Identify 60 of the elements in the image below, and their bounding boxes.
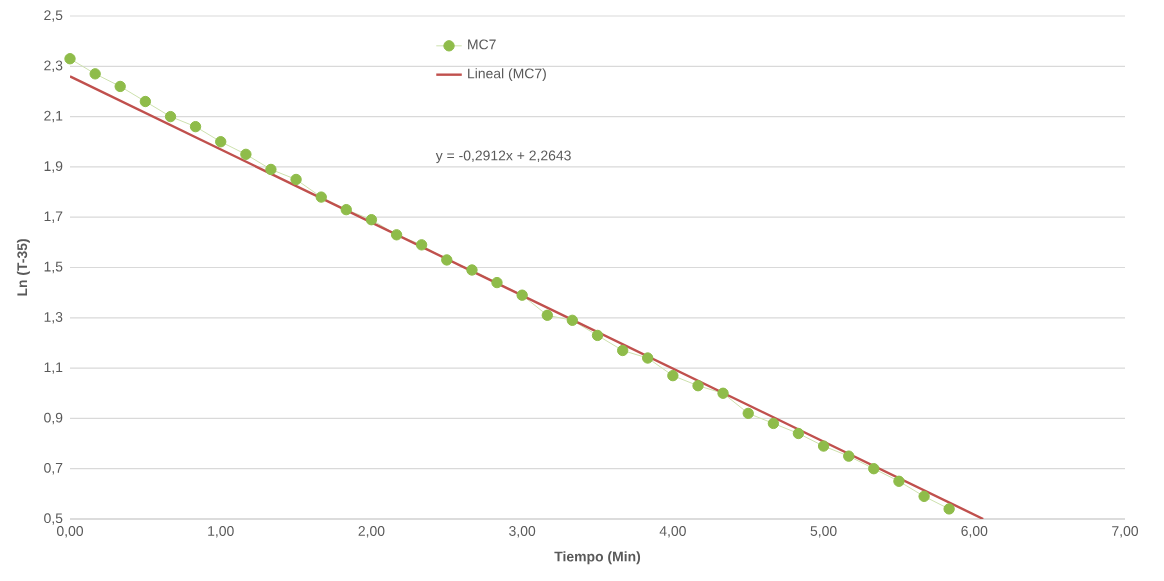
y-tick-label: 2,3 — [44, 60, 63, 73]
x-tick-label: 6,00 — [961, 526, 988, 538]
y-tick-label: 1,7 — [44, 211, 63, 223]
point — [541, 309, 553, 321]
point — [918, 490, 930, 503]
point — [566, 314, 579, 326]
point — [114, 80, 126, 93]
legend-label: MC7 — [468, 39, 496, 50]
point — [692, 380, 704, 392]
point — [240, 148, 252, 160]
y-tick-label: 1,5 — [44, 261, 63, 274]
x-axis-title: Tiempo (Min) — [554, 551, 641, 565]
point — [742, 407, 754, 420]
y-tick-label: 0,9 — [44, 412, 63, 425]
x-tick-label: 3,00 — [509, 526, 536, 538]
point — [441, 254, 453, 266]
point — [89, 68, 101, 80]
y-tick-label: 1,3 — [44, 312, 63, 324]
point — [667, 369, 679, 382]
point — [591, 329, 604, 342]
point — [164, 110, 177, 123]
point — [290, 173, 302, 186]
x-tick-label: 0,00 — [56, 526, 84, 538]
point — [315, 191, 327, 203]
point — [215, 136, 227, 148]
legend-label: Lineal (MC7) — [468, 68, 546, 82]
point — [340, 203, 352, 216]
point — [139, 95, 152, 108]
y-axis-title: Ln (T-35) — [16, 239, 30, 296]
point — [516, 289, 528, 301]
point — [868, 463, 880, 475]
point — [390, 229, 403, 241]
x-tick-label: 5,00 — [810, 526, 837, 538]
y-tick-label: 0,7 — [44, 462, 63, 475]
y-tick-label: 0,5 — [44, 513, 63, 525]
point — [415, 239, 428, 251]
point — [491, 276, 503, 289]
x-tick-label: 4,00 — [659, 526, 686, 538]
y-tick-label: 2,1 — [44, 110, 63, 123]
point — [189, 120, 202, 133]
point — [767, 417, 780, 430]
point — [717, 387, 729, 399]
point — [616, 344, 629, 357]
x-tick-label: 1,00 — [208, 526, 234, 538]
x-tick-label: 7,00 — [1112, 526, 1139, 538]
point — [265, 163, 277, 176]
annotation: y = -0,2912x + 2,2643 — [435, 150, 571, 164]
point — [943, 503, 955, 515]
point — [817, 440, 830, 452]
point — [466, 264, 478, 276]
y-tick-label: 2,5 — [44, 10, 63, 22]
point — [64, 53, 76, 65]
y-tick-label: 1,1 — [44, 362, 63, 374]
y-tick-label: 1,9 — [44, 161, 63, 173]
point — [365, 214, 378, 226]
point — [843, 450, 855, 462]
point — [893, 475, 905, 487]
point — [642, 352, 654, 364]
point — [792, 427, 805, 440]
x-tick-label: 2,00 — [358, 526, 385, 538]
